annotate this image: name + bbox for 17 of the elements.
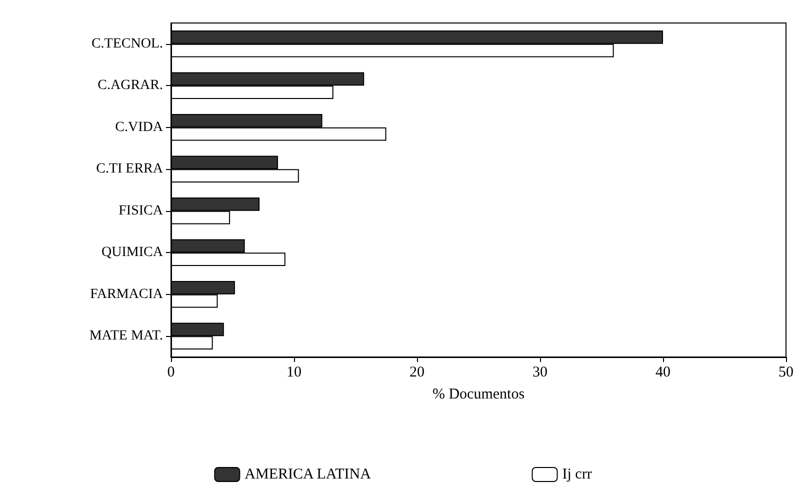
y-tick-label: C.TI ERRA xyxy=(96,162,164,177)
legend-label: AMERICA LATINA xyxy=(244,466,372,482)
y-tick-label: C.TECNOL. xyxy=(91,36,163,52)
y-tick-label: FISICA xyxy=(118,203,164,218)
x-tick-label: 30 xyxy=(532,364,548,380)
x-tick-label: 50 xyxy=(778,364,794,380)
x-tick-label: 10 xyxy=(286,364,302,380)
x-tick-label: 40 xyxy=(656,364,670,380)
x-tick-label: 20 xyxy=(410,364,424,380)
x-tick-label: 0 xyxy=(167,364,175,380)
y-tick-label: C.AGRAR. xyxy=(98,78,163,94)
legend-label: Ij crr xyxy=(562,466,592,482)
y-tick-label: C.VIDA xyxy=(115,120,164,135)
y-tick-label: MATE MAT. xyxy=(89,328,163,344)
y-tick-label: QUIMICA xyxy=(102,245,164,260)
y-tick-label: FARMACIA xyxy=(90,286,164,302)
x-axis-title: % Documentos xyxy=(432,386,525,402)
